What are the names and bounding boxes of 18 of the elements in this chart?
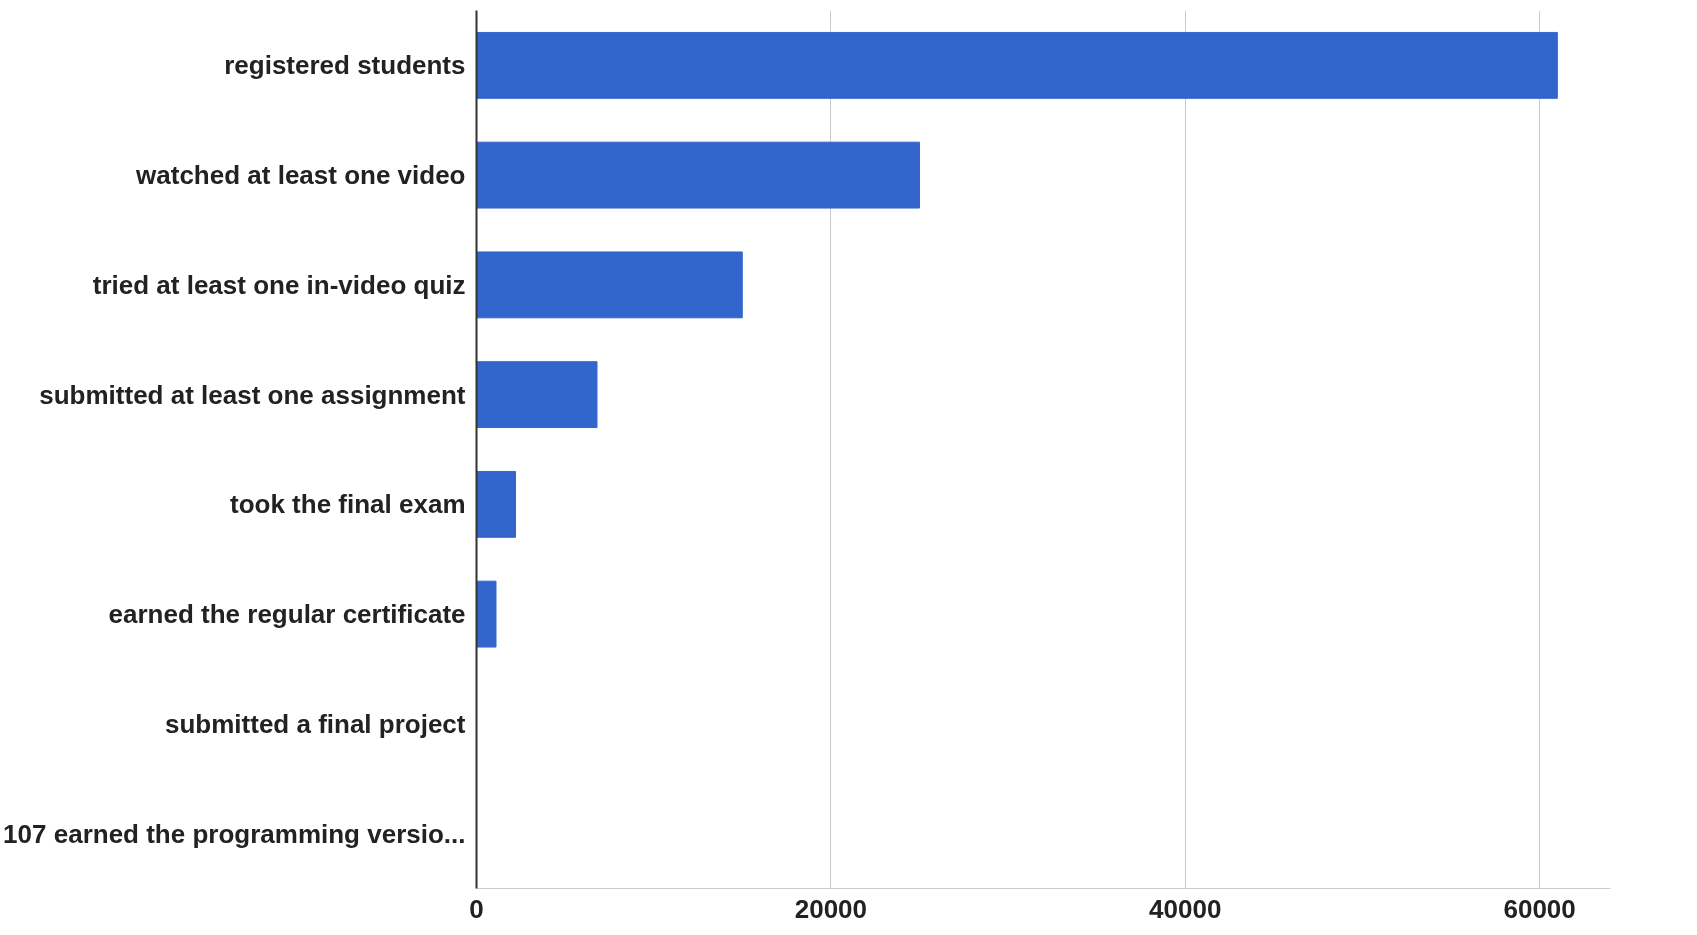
bar [476,361,598,429]
bar [476,31,1558,99]
bar [476,251,743,319]
y-tick-label: watched at least one video [135,160,466,191]
bar [476,141,920,209]
x-tick-label: 40000 [1149,893,1222,924]
x-tick-label: 60000 [1503,893,1576,924]
y-tick-label: submitted a final project [165,708,466,739]
y-tick-label: took the final exam [230,489,466,520]
y-tick-label: submitted at least one assignment [39,379,466,410]
x-tick-label: 20000 [794,893,868,924]
y-tick-label: earned the regular certificate [108,599,466,630]
bar [476,580,497,648]
y-tick-label: registered students [224,50,466,81]
x-tick-label: 0 [469,893,484,924]
bar [476,470,516,538]
y-tick-label: 107 earned the programming versio... [3,818,466,849]
y-tick-label: tried at least one in-video quiz [92,269,466,300]
